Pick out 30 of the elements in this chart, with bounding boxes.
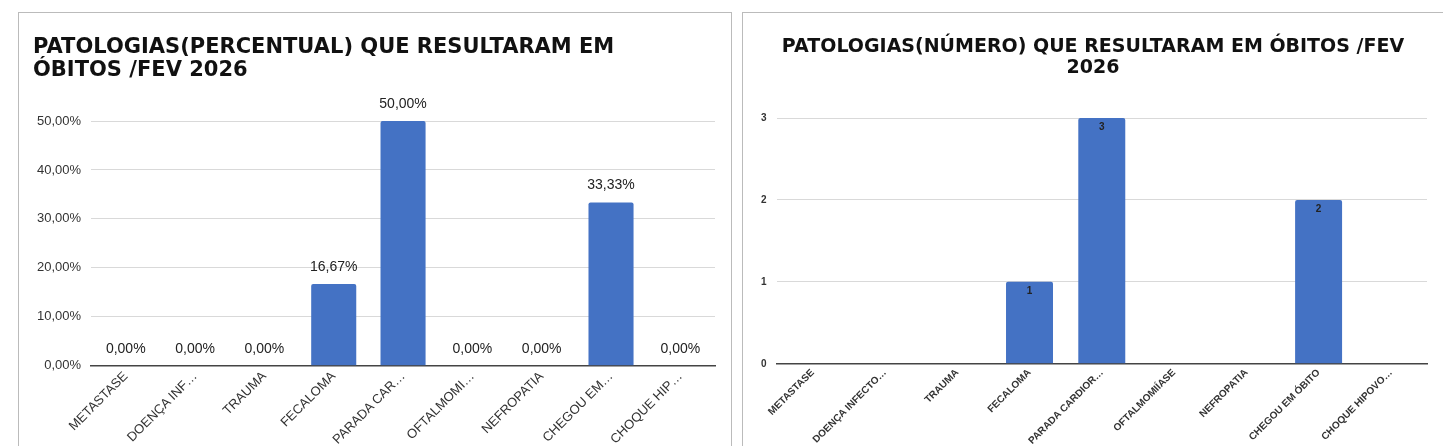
y-tick-label: 0,00% <box>44 357 82 373</box>
data-label: 50,00% <box>379 94 427 111</box>
data-label: 0,00% <box>660 339 701 356</box>
chart-title: PATOLOGIAS(NÚMERO) QUE RESULTARAM EM ÓBITOS /FEV 2026 <box>780 34 1406 77</box>
bar <box>1295 199 1343 364</box>
data-label: 0,00% <box>521 339 562 356</box>
data-label: 0,00% <box>175 339 215 356</box>
data-label: 0,00% <box>452 339 493 356</box>
bar <box>1006 281 1053 364</box>
y-tick-label: 1 <box>761 275 767 287</box>
y-tick-label: 10,00% <box>37 308 82 324</box>
y-tick-label: 0 <box>761 357 767 369</box>
y-tick-label: 3 <box>761 111 767 123</box>
data-label: 2 <box>1315 202 1322 214</box>
bar <box>588 202 634 366</box>
y-tick-label: 2 <box>761 193 767 205</box>
data-label: 0,00% <box>105 339 146 356</box>
bar <box>1078 118 1126 364</box>
data-label: 33,33% <box>587 176 635 193</box>
chart-title: PATOLOGIAS(PERCENTUAL) QUE RESULTARAM EM ÓBITOS /FEV 2026 <box>33 34 616 82</box>
y-tick-label: 20,00% <box>37 259 82 275</box>
y-tick-label: 30,00% <box>37 210 82 226</box>
data-label: 3 <box>1099 120 1105 132</box>
data-label: 0,00% <box>244 339 285 356</box>
data-label: 1 <box>1026 284 1033 296</box>
y-tick-label: 40,00% <box>37 161 82 177</box>
data-label: 16,67% <box>309 257 358 274</box>
bar <box>311 284 357 366</box>
bar <box>380 121 426 366</box>
y-tick-label: 50,00% <box>37 112 82 128</box>
